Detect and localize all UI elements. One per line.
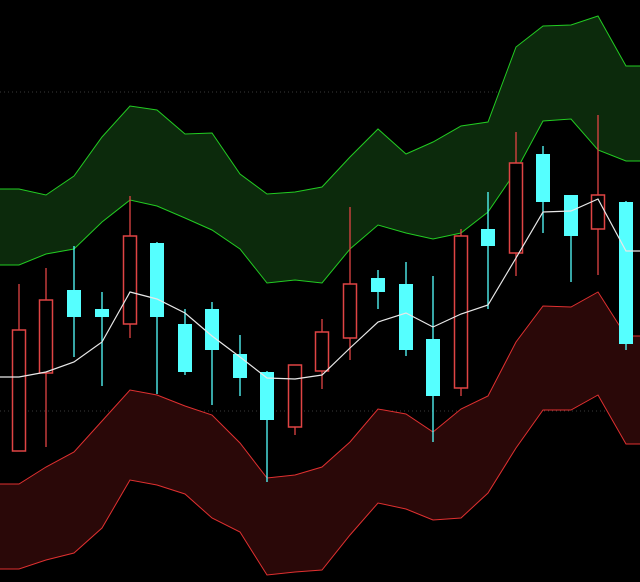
upper-band-fill [0,16,640,283]
candle-body-9 [260,372,274,420]
candle-body-2 [67,290,81,317]
candle-body-14 [399,284,413,350]
candle-body-6 [178,324,192,372]
ma-line [0,198,640,380]
lower-band-fill [0,292,640,575]
candle-body-22 [619,202,633,344]
candle-body-12 [342,283,358,339]
candle-body-10 [287,364,303,428]
lower-band-outer-line [0,394,640,576]
candle-body-17 [481,229,495,246]
lower-band-inner-line [0,291,640,485]
candle-body-11 [314,331,330,372]
candle-body-3 [95,309,109,317]
candle-body-0 [11,329,27,452]
candle-body-15 [426,339,440,396]
candle-body-19 [536,154,550,202]
candle-body-13 [371,278,385,292]
candle-body-4 [122,235,138,325]
candle-body-5 [150,243,164,317]
candle-body-1 [38,299,54,374]
candle-body-20 [564,195,578,236]
candle-body-18 [508,162,524,254]
candle-body-7 [205,309,219,350]
upper-band-inner-line [0,118,640,284]
upper-band-outer-line [0,15,640,196]
